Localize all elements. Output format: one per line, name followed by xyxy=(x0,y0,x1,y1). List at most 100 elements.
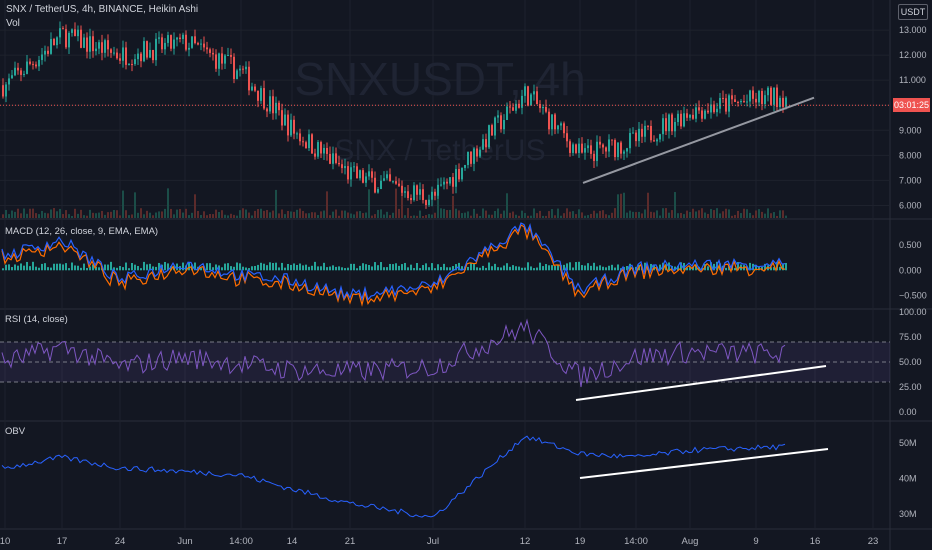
macd-histogram-bar xyxy=(449,267,451,271)
volume-bar xyxy=(530,215,532,218)
price-candle-body xyxy=(566,133,568,142)
price-candle-body xyxy=(200,43,202,45)
volume-bar xyxy=(20,213,22,218)
volume-bar xyxy=(257,209,259,218)
volume-bar xyxy=(350,213,352,218)
macd-histogram-bar xyxy=(284,267,286,271)
macd-histogram-bar xyxy=(515,266,517,271)
price-candle-body xyxy=(569,141,571,153)
macd-histogram-bar xyxy=(227,263,229,271)
macd-histogram-bar xyxy=(215,264,217,271)
volume-bar xyxy=(377,209,379,218)
currency-selector[interactable]: USDT xyxy=(898,4,928,20)
macd-histogram-bar xyxy=(116,267,118,271)
macd-histogram-bar xyxy=(83,263,85,271)
macd-histogram-bar xyxy=(50,267,52,271)
volume-bar xyxy=(152,215,154,218)
volume-bar xyxy=(782,210,784,218)
price-candle-body xyxy=(692,114,694,119)
macd-histogram-bar xyxy=(35,266,37,271)
volume-bar xyxy=(239,210,241,218)
time-axis-label: 17 xyxy=(57,536,68,547)
volume-bar xyxy=(767,208,769,218)
macd-histogram-bar xyxy=(644,262,646,271)
macd-histogram-bar xyxy=(80,267,82,271)
volume-bar xyxy=(92,212,94,218)
volume-bar xyxy=(26,213,28,218)
price-candle-body xyxy=(398,183,400,186)
obv-axis-label: 50M xyxy=(899,438,917,448)
price-candle-body xyxy=(293,119,295,134)
volume-bar xyxy=(437,193,439,218)
volume-bar xyxy=(314,212,316,218)
volume-bar xyxy=(665,208,667,218)
macd-histogram-bar xyxy=(26,261,28,271)
volume-bar xyxy=(650,211,652,218)
volume-bar xyxy=(416,215,418,218)
volume-bar xyxy=(302,210,304,218)
price-candle-body xyxy=(629,133,631,149)
price-candle-body xyxy=(605,147,607,152)
macd-histogram-bar xyxy=(41,263,43,271)
macd-histogram-bar xyxy=(434,268,436,271)
macd-histogram-bar xyxy=(11,267,13,271)
volume-bar xyxy=(5,209,7,218)
macd-histogram-bar xyxy=(509,266,511,271)
volume-bar xyxy=(398,208,400,218)
price-candle-body xyxy=(113,52,115,54)
volume-bar xyxy=(17,208,19,218)
volume-bar xyxy=(497,208,499,218)
volume-bar xyxy=(368,189,370,218)
macd-histogram-bar xyxy=(377,265,379,271)
volume-bar xyxy=(209,213,211,218)
volume-bar xyxy=(182,212,184,218)
price-candle-body xyxy=(413,185,415,201)
volume-bar xyxy=(290,211,292,218)
price-candle-body xyxy=(641,128,643,137)
rsi-axis-label: 0.00 xyxy=(899,407,917,417)
volume-bar xyxy=(203,211,205,218)
volume-bar xyxy=(32,208,34,218)
volume-bar xyxy=(428,214,430,218)
price-candle-body xyxy=(176,37,178,40)
macd-histogram-bar xyxy=(728,266,730,271)
volume-bar xyxy=(293,211,295,218)
price-candle-body xyxy=(275,102,277,114)
price-candle-body xyxy=(233,56,235,79)
price-candle-body xyxy=(158,37,160,39)
volume-bar xyxy=(224,214,226,218)
price-candle-body xyxy=(521,95,523,108)
macd-histogram-bar xyxy=(530,266,532,271)
price-candle-body xyxy=(380,180,382,190)
volume-bar xyxy=(590,213,592,218)
price-candle-body xyxy=(722,97,724,99)
price-candle-body xyxy=(470,151,472,164)
price-candle-body xyxy=(287,114,289,136)
volume-bar xyxy=(71,215,73,218)
volume-bar xyxy=(671,210,673,218)
volume-bar xyxy=(74,208,76,218)
price-candle-body xyxy=(785,97,787,107)
volume-bar xyxy=(755,210,757,218)
volume-bar xyxy=(176,209,178,218)
macd-histogram-bar xyxy=(266,265,268,271)
price-candle-body xyxy=(197,43,199,45)
price-candle-body xyxy=(410,198,412,201)
macd-histogram-bar xyxy=(110,261,112,271)
volume-bar xyxy=(233,214,235,218)
volume-bar xyxy=(326,191,328,218)
macd-histogram-bar xyxy=(566,263,568,271)
volume-bar xyxy=(692,208,694,218)
macd-histogram-bar xyxy=(596,266,598,271)
macd-histogram-bar xyxy=(542,266,544,271)
volume-bar xyxy=(677,213,679,218)
macd-histogram-bar xyxy=(356,268,358,271)
volume-bar xyxy=(716,208,718,218)
macd-histogram-bar xyxy=(395,263,397,271)
time-axis-label: 24 xyxy=(115,536,126,547)
macd-histogram-bar xyxy=(335,266,337,271)
macd-histogram-bar xyxy=(158,262,160,271)
volume-bar xyxy=(185,208,187,218)
macd-histogram-bar xyxy=(176,263,178,271)
